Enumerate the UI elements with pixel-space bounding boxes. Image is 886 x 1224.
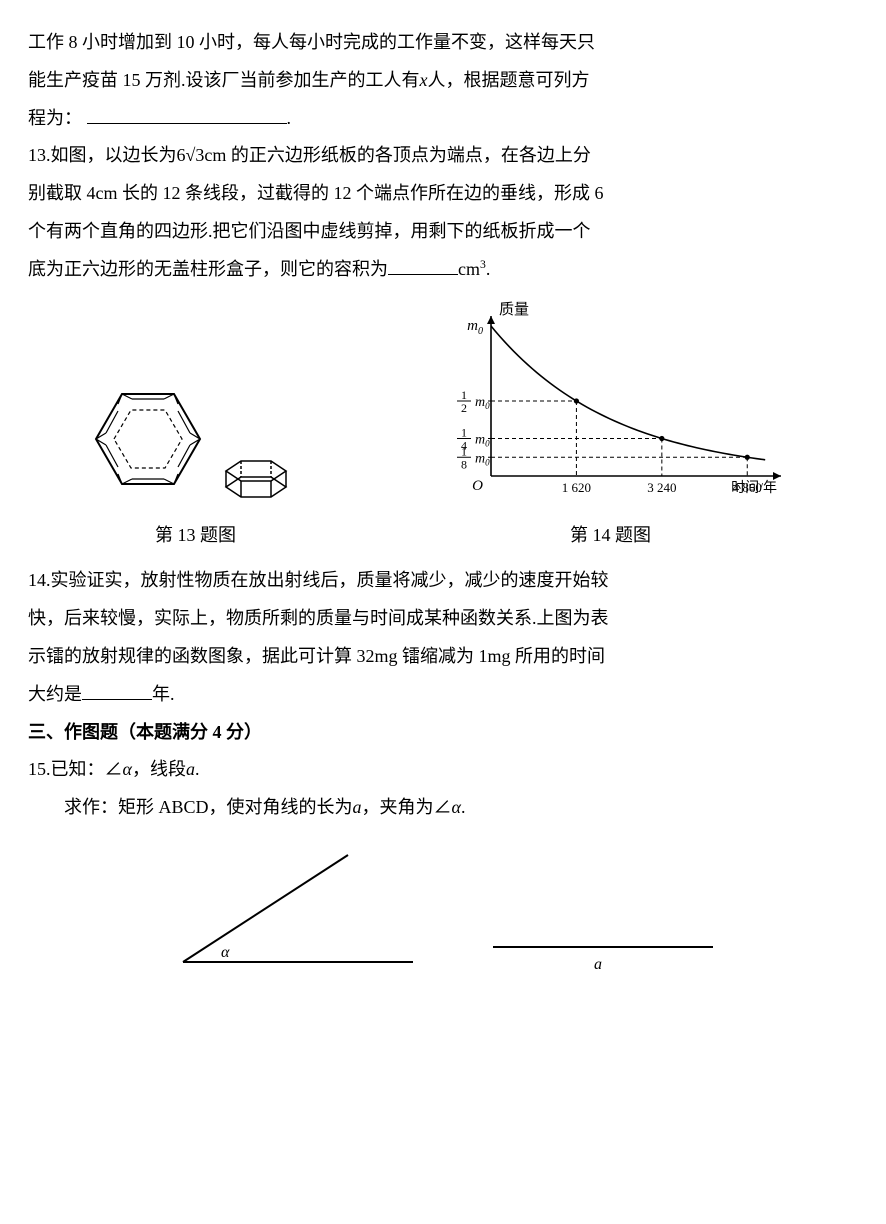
svg-text:m0: m0 <box>475 395 490 411</box>
q13-side: 6√3 <box>177 145 205 165</box>
q12-line1: 工作 8 小时增加到 10 小时，每人每小时完成的工作量不变，这样每天只 <box>28 32 595 52</box>
segment-svg: a <box>483 927 723 977</box>
q12-blank <box>87 103 287 124</box>
fig14-caption: 第 14 题图 <box>421 517 801 555</box>
svg-text:m0: m0 <box>475 451 490 467</box>
svg-text:1: 1 <box>461 388 467 402</box>
q13-blank <box>388 254 458 275</box>
svg-text:O: O <box>472 478 483 494</box>
svg-text:m0: m0 <box>467 318 483 337</box>
angle-label: α <box>221 944 230 961</box>
q15-num: 15. <box>28 759 51 779</box>
svg-text:m0: m0 <box>475 432 490 448</box>
q13: 13.如图，以边长为6√3cm 的正六边形纸板的各顶点为端点，在各边上分 <box>28 137 858 175</box>
svg-text:1: 1 <box>461 425 467 439</box>
q14-b: 快，后来较慢，实际上，物质所剩的质量与时间成某种函数关系.上图为表 <box>28 600 858 638</box>
fig13-caption: 第 13 题图 <box>86 517 306 555</box>
decay-chart-svg: 质量时间/年Om01 62012m03 24014m04 86018m0 <box>421 301 801 511</box>
q13-b: 别截取 4cm 长的 12 条线段，过截得的 12 个端点作所在边的垂线，形成 … <box>28 175 858 213</box>
q14-blank <box>82 679 152 700</box>
svg-text:1 620: 1 620 <box>561 480 590 495</box>
q13-num: 13. <box>28 145 51 165</box>
q12-line2: 能生产疫苗 15 万剂.设该厂当前参加生产的工人有x人，根据题意可列方 <box>28 62 858 100</box>
section3-heading: 三、作图题（本题满分 4 分） <box>28 714 858 752</box>
q12-line3: 程为： . <box>28 100 858 138</box>
segment-label: a <box>594 956 602 973</box>
svg-text:2: 2 <box>461 401 467 415</box>
q14-c: 示镭的放射规律的函数图象，据此可计算 32mg 镭缩减为 1mg 所用的时间 <box>28 638 858 676</box>
figures-row: 质量时间/年Om01 62012m03 24014m04 86018m0 <box>28 301 858 511</box>
q14-d: 大约是年. <box>28 676 858 714</box>
svg-text:4 860: 4 860 <box>732 480 761 495</box>
q13-d: 底为正六边形的无盖柱形盒子，则它的容积为cm3. <box>28 251 858 289</box>
svg-text:1: 1 <box>461 444 467 458</box>
q15-ask: 求作：矩形 ABCD，使对角线的长为a，夹角为∠α. <box>28 789 858 827</box>
figcap-row: 第 13 题图 第 14 题图 <box>28 517 858 555</box>
fig14: 质量时间/年Om01 62012m03 24014m04 86018m0 <box>421 301 801 511</box>
q15-given: 15.已知：∠α，线段a. <box>28 751 858 789</box>
fig15-row: α a <box>28 847 858 977</box>
hexagon-svg <box>86 361 306 511</box>
svg-text:8: 8 <box>461 457 467 471</box>
fig13 <box>86 361 306 511</box>
svg-text:质量: 质量 <box>499 301 529 318</box>
svg-text:3 240: 3 240 <box>647 480 676 495</box>
q14-num: 14. <box>28 570 51 590</box>
var-x: x <box>420 70 428 90</box>
angle-svg: α <box>163 847 423 977</box>
q14: 14.实验证实，放射性物质在放出射线后，质量将减少，减少的速度开始较 <box>28 562 858 600</box>
q13-c: 个有两个直角的四边形.把它们沿图中虚线剪掉，用剩下的纸板折成一个 <box>28 213 858 251</box>
q12-continuation: 工作 8 小时增加到 10 小时，每人每小时完成的工作量不变，这样每天只 <box>28 24 858 62</box>
